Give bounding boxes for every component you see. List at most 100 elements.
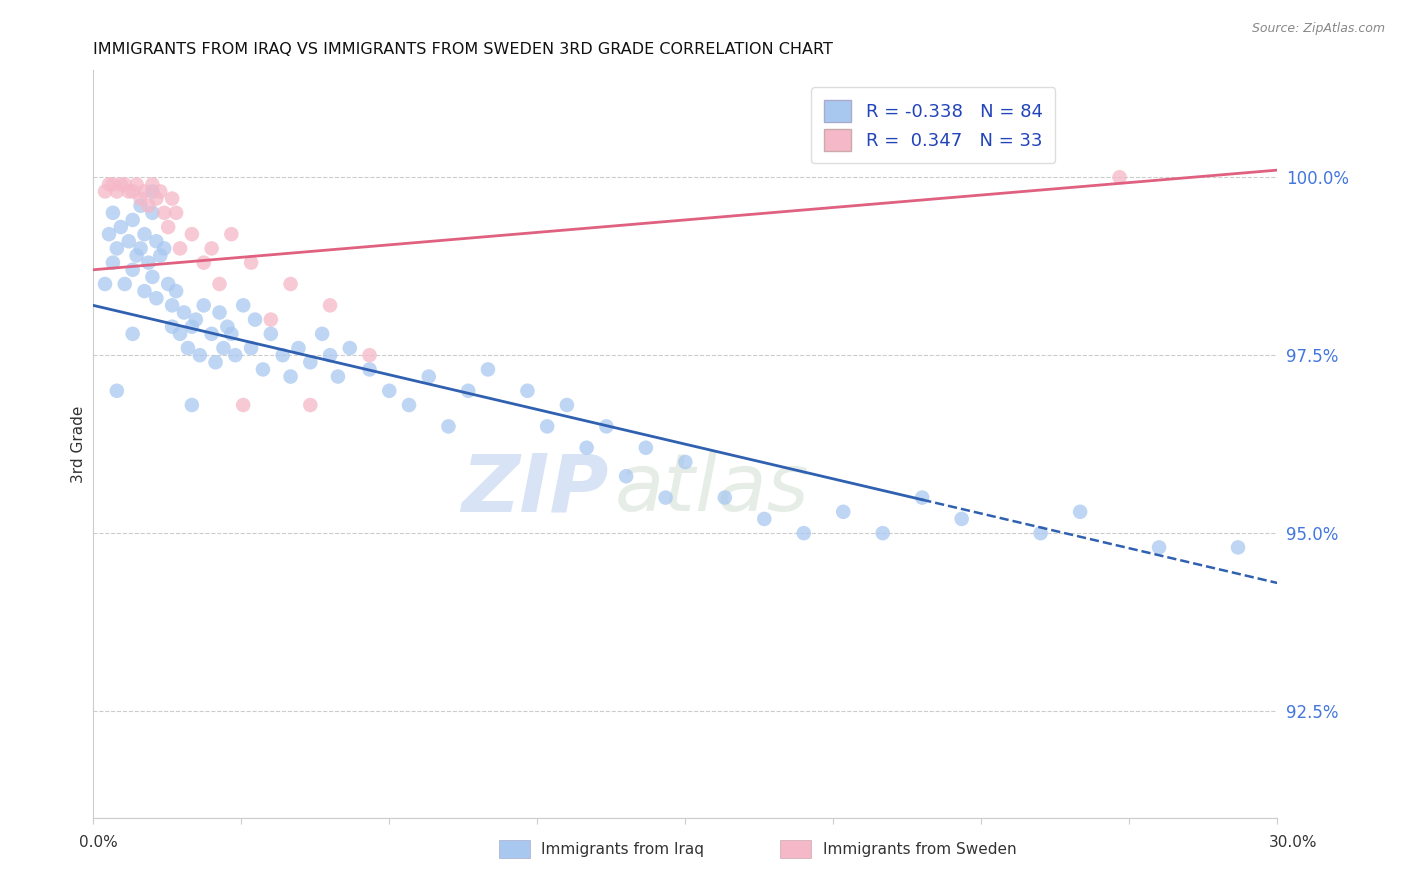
Point [204, 355, 226, 369]
Point [398, 398, 420, 412]
Point [252, 362, 274, 376]
Point [221, 326, 243, 341]
Point [169, 241, 191, 255]
Point [121, 326, 143, 341]
Point [114, 277, 136, 291]
Point [516, 384, 538, 398]
Point [141, 269, 163, 284]
Point [134, 185, 156, 199]
Point [212, 341, 235, 355]
Point [193, 298, 215, 312]
Point [153, 206, 176, 220]
Point [437, 419, 460, 434]
Point [118, 185, 141, 199]
Point [319, 348, 342, 362]
Point [165, 206, 187, 220]
Text: Immigrants from Iraq: Immigrants from Iraq [541, 842, 704, 856]
Point [193, 255, 215, 269]
Point [129, 241, 152, 255]
Point [911, 491, 934, 505]
Point [418, 369, 440, 384]
Point [145, 234, 167, 248]
Point [160, 319, 183, 334]
Point [654, 491, 676, 505]
Point [105, 241, 128, 255]
Point [110, 220, 132, 235]
Text: Immigrants from Sweden: Immigrants from Sweden [823, 842, 1017, 856]
Point [378, 384, 401, 398]
Point [173, 305, 195, 319]
Point [94, 185, 117, 199]
Point [217, 319, 239, 334]
Point [125, 178, 148, 192]
Point [299, 355, 322, 369]
Point [287, 341, 309, 355]
Point [145, 192, 167, 206]
Point [950, 512, 973, 526]
Text: ZIP: ZIP [461, 450, 609, 528]
Point [157, 220, 180, 235]
Point [536, 419, 558, 434]
Point [201, 241, 224, 255]
Point [184, 312, 207, 326]
Point [754, 512, 776, 526]
Point [793, 526, 815, 541]
Point [180, 398, 202, 412]
Point [149, 248, 172, 262]
Point [1029, 526, 1052, 541]
Text: Source: ZipAtlas.com: Source: ZipAtlas.com [1251, 22, 1385, 36]
Point [1069, 505, 1091, 519]
Point [201, 326, 224, 341]
Point [157, 277, 180, 291]
Point [634, 441, 657, 455]
Point [105, 384, 128, 398]
Point [221, 227, 243, 242]
Point [832, 505, 855, 519]
Point [872, 526, 894, 541]
Text: 0.0%: 0.0% [79, 836, 118, 850]
Point [1227, 541, 1250, 555]
Point [477, 362, 499, 376]
Point [188, 348, 211, 362]
Point [141, 185, 163, 199]
Point [141, 206, 163, 220]
Point [101, 255, 124, 269]
Point [114, 178, 136, 192]
Point [359, 362, 381, 376]
Point [98, 227, 121, 242]
Point [232, 298, 254, 312]
Point [319, 298, 342, 312]
Point [575, 441, 598, 455]
Text: IMMIGRANTS FROM IRAQ VS IMMIGRANTS FROM SWEDEN 3RD GRADE CORRELATION CHART: IMMIGRANTS FROM IRAQ VS IMMIGRANTS FROM … [93, 42, 834, 57]
Point [260, 312, 283, 326]
Point [359, 348, 381, 362]
Point [145, 291, 167, 305]
Point [118, 234, 141, 248]
Point [169, 326, 191, 341]
Point [595, 419, 617, 434]
Point [141, 178, 163, 192]
Point [457, 384, 479, 398]
Point [180, 227, 202, 242]
Point [1147, 541, 1170, 555]
Point [271, 348, 294, 362]
Point [105, 185, 128, 199]
Point [149, 185, 172, 199]
Point [240, 255, 263, 269]
Point [160, 298, 183, 312]
Legend: R = -0.338   N = 84, R =  0.347   N = 33: R = -0.338 N = 84, R = 0.347 N = 33 [811, 87, 1056, 163]
Point [339, 341, 361, 355]
Point [208, 277, 231, 291]
Point [240, 341, 263, 355]
Point [1108, 170, 1130, 185]
Point [160, 192, 183, 206]
Point [614, 469, 637, 483]
Point [673, 455, 696, 469]
Point [125, 248, 148, 262]
Point [311, 326, 333, 341]
Point [129, 192, 152, 206]
Point [180, 319, 202, 334]
Point [101, 178, 124, 192]
Point [134, 227, 156, 242]
Point [121, 213, 143, 227]
